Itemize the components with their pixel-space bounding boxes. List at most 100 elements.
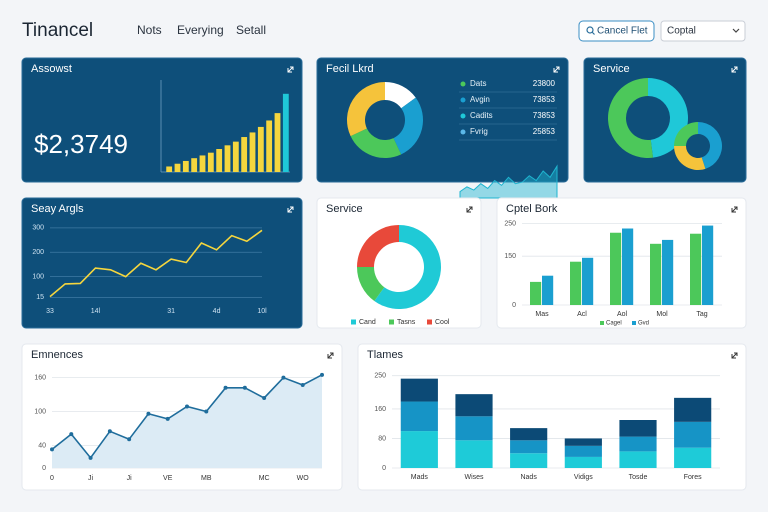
bar-segment [455,394,493,417]
y-tick-label: 200 [32,249,44,256]
legend-label: Cadits [470,111,493,120]
bar-segment [564,445,602,457]
search-button[interactable]: Cancel Flet [578,20,655,42]
search-icon [586,26,594,34]
legend-swatch [600,321,604,325]
legend-swatch [427,319,432,325]
bar [232,141,239,172]
bar [199,155,206,172]
bar-segment [619,420,657,437]
bar [274,113,281,172]
x-tick-label: Mas [535,311,549,318]
chevron [732,28,740,33]
legend-label: Cand [359,319,376,326]
panel [316,197,482,329]
bar [662,239,674,305]
expand-icon [466,206,473,213]
bar [216,149,223,172]
legend-label: Fvrig [470,127,488,136]
point [146,411,151,416]
bar [249,132,256,172]
bar-segment [674,447,712,468]
bar-segment [564,456,602,468]
x-tick-label: 14l [91,308,101,315]
donut-slice [607,78,654,158]
expand-icon [553,66,560,73]
x-tick-label: Vidigs [574,474,593,481]
panel-title: Seay Argls [31,203,84,215]
y-tick-label: 160 [374,406,386,413]
x-tick-label: MC [259,475,270,482]
x-tick-label: Mol [656,311,668,318]
select[interactable]: Coptal [660,20,746,42]
x-tick-label: VE [163,475,173,482]
donut-slice [385,82,416,109]
point [242,385,247,390]
donut-slice [374,225,442,309]
legend-value: 73853 [533,111,556,120]
nav-item[interactable]: Nots [137,23,162,37]
bar [530,281,542,305]
x-tick-label: Ji [127,475,133,482]
legend-label: Dats [470,79,486,88]
y-tick-label: 160 [34,374,46,381]
panel-title: Emnences [31,349,83,361]
x-tick-label: WO [297,475,310,482]
x-tick-label: 4d [213,308,221,315]
panel [496,197,747,329]
button-label: Cancel Flet [597,26,648,37]
legend-label: Cagel [606,321,622,327]
bar-segment [619,451,657,468]
bar-segment [400,401,438,432]
point [88,455,93,460]
bar-segment [510,453,548,468]
point [127,437,132,442]
bar [542,275,554,305]
legend-label: Tasns [397,319,416,326]
bar-segment [400,431,438,468]
bar [690,233,702,305]
point [69,432,74,437]
select-frame [660,20,746,42]
big-value: $2,3749 [34,129,128,159]
area [52,374,322,468]
x-tick-label: 31 [167,308,175,315]
bar [702,225,714,305]
y-tick-label: 150 [504,253,516,260]
panel [21,57,303,183]
donut-slice [350,128,402,158]
x-tick-label: 33 [46,308,54,315]
bar-segment [674,397,712,422]
nav-item[interactable]: Setall [236,23,266,37]
bar [622,228,634,305]
x-tick-label: Fores [684,474,702,481]
point [165,416,170,421]
donut-slice [357,267,385,301]
y-tick-label: 250 [504,220,516,227]
legend-swatch [351,319,356,325]
bar-segment [674,421,712,448]
bar [191,158,198,172]
panel-title: Fecil Lkrd [326,63,374,75]
panel-title: Cptel Bork [506,203,558,215]
bar [257,126,264,172]
y-tick-label: 0 [512,302,516,309]
point [185,404,189,409]
x-tick-label: Tosde [629,474,648,481]
bar-segment [400,378,438,402]
bar-segment [455,440,493,468]
point [223,385,228,390]
legend-value: 23800 [533,79,556,88]
bar [650,243,662,305]
legend-value: 73853 [533,95,556,104]
legend-swatch [632,321,636,325]
x-tick-label: Ji [88,475,94,482]
donut-slice [698,122,722,169]
y-tick-label: 80 [378,435,386,442]
legend-value: 25853 [533,127,556,136]
x-tick-label: Wises [464,474,484,481]
y-tick-label: 15 [36,294,44,301]
point [300,382,305,387]
x-tick-label: 10l [257,308,267,315]
nav-item[interactable]: Everying [177,23,224,37]
